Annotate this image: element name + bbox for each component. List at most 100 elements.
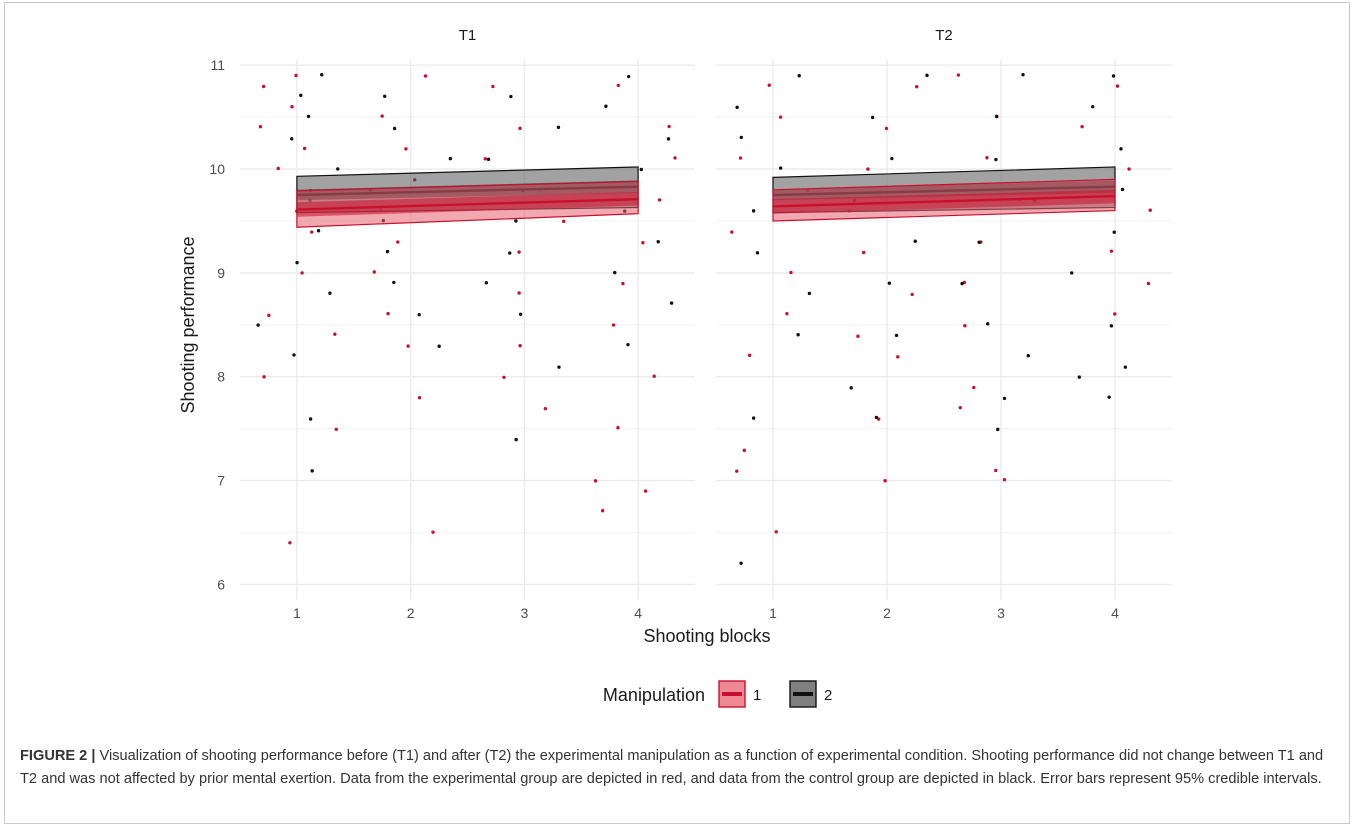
data-point	[1107, 395, 1111, 399]
data-point	[626, 74, 631, 79]
data-point	[385, 249, 390, 254]
data-point	[290, 105, 294, 109]
data-point	[299, 93, 303, 98]
data-point	[404, 147, 408, 151]
data-point	[735, 105, 739, 110]
data-point	[958, 405, 962, 410]
data-point	[518, 312, 523, 317]
y-tick-label: 10	[209, 161, 225, 177]
data-point	[502, 375, 506, 379]
data-point	[866, 167, 870, 171]
data-point	[392, 280, 396, 285]
data-point	[985, 156, 989, 160]
data-point	[616, 83, 620, 88]
data-point	[320, 73, 324, 77]
data-point	[639, 167, 644, 172]
data-point	[742, 448, 746, 453]
data-point	[316, 229, 321, 233]
chart: 1 2 3 4 T1 1 2 3 4 T2 6 7 8 9 10 11 Shooting performanc…	[178, 27, 1172, 708]
data-point	[1123, 365, 1128, 369]
data-point	[1069, 271, 1074, 275]
data-point	[294, 73, 298, 78]
data-point	[383, 94, 387, 98]
caption-separator: |	[91, 748, 96, 764]
legend-title: Manipulation	[603, 685, 705, 705]
data-point	[796, 333, 800, 337]
data-point	[406, 344, 410, 348]
data-point	[789, 270, 793, 275]
data-point	[616, 426, 620, 430]
data-point	[334, 427, 338, 431]
data-point	[884, 126, 889, 131]
data-point	[956, 73, 961, 77]
data-point	[514, 219, 518, 223]
data-point	[774, 530, 778, 534]
data-point	[276, 166, 280, 171]
data-point	[994, 114, 999, 119]
data-point	[417, 396, 422, 400]
data-point	[262, 375, 266, 379]
data-point	[292, 353, 296, 357]
data-point	[518, 344, 522, 348]
data-point	[1113, 312, 1117, 316]
x-axis-title: Shooting blocks	[643, 626, 770, 646]
data-point	[977, 240, 981, 244]
data-point	[861, 250, 866, 255]
data-point	[484, 281, 489, 285]
figure-frame	[4, 2, 1350, 824]
data-point	[486, 157, 491, 162]
data-point	[657, 198, 662, 202]
data-point	[1120, 187, 1125, 192]
legend-label: 1	[753, 687, 761, 704]
data-point	[960, 281, 964, 286]
data-point	[517, 250, 521, 254]
data-point	[437, 344, 441, 348]
data-point	[915, 84, 919, 89]
y-tick-label: 9	[217, 265, 225, 281]
legend-label: 2	[824, 687, 832, 704]
data-point	[308, 417, 313, 421]
data-point	[730, 230, 734, 234]
facet-title: T1	[459, 27, 477, 44]
data-point	[913, 239, 917, 243]
data-point	[751, 209, 756, 213]
data-point	[1146, 281, 1151, 286]
x-tick-label: 4	[1111, 605, 1119, 621]
data-point	[996, 427, 1000, 432]
data-point	[306, 114, 311, 119]
data-point	[372, 270, 376, 274]
data-point	[739, 135, 743, 140]
data-point	[333, 332, 337, 336]
data-point	[643, 489, 648, 493]
data-point	[925, 73, 929, 78]
data-point	[509, 94, 513, 99]
data-point	[874, 415, 879, 420]
data-point	[890, 156, 894, 161]
fit-line	[296, 197, 639, 211]
data-point	[562, 219, 566, 224]
data-point	[392, 126, 397, 131]
data-point	[518, 126, 522, 131]
data-point	[386, 311, 390, 316]
data-point	[994, 468, 998, 473]
data-point	[1077, 375, 1082, 379]
data-point	[600, 509, 605, 513]
data-point	[267, 313, 271, 318]
data-point	[986, 322, 990, 326]
data-point	[302, 146, 307, 151]
data-point	[669, 301, 674, 305]
data-point	[611, 323, 616, 327]
x-tick-label: 2	[883, 605, 891, 621]
x-tick-label: 3	[997, 605, 1005, 621]
data-point	[557, 365, 561, 369]
data-point	[1148, 208, 1152, 212]
data-point	[604, 104, 608, 108]
data-point	[300, 271, 304, 275]
data-point	[1127, 167, 1131, 171]
data-point	[556, 125, 561, 130]
data-point	[258, 125, 263, 129]
data-point	[508, 251, 512, 255]
data-point	[1002, 478, 1007, 482]
caption-label: FIGURE 2	[20, 748, 88, 764]
data-point	[328, 291, 332, 295]
